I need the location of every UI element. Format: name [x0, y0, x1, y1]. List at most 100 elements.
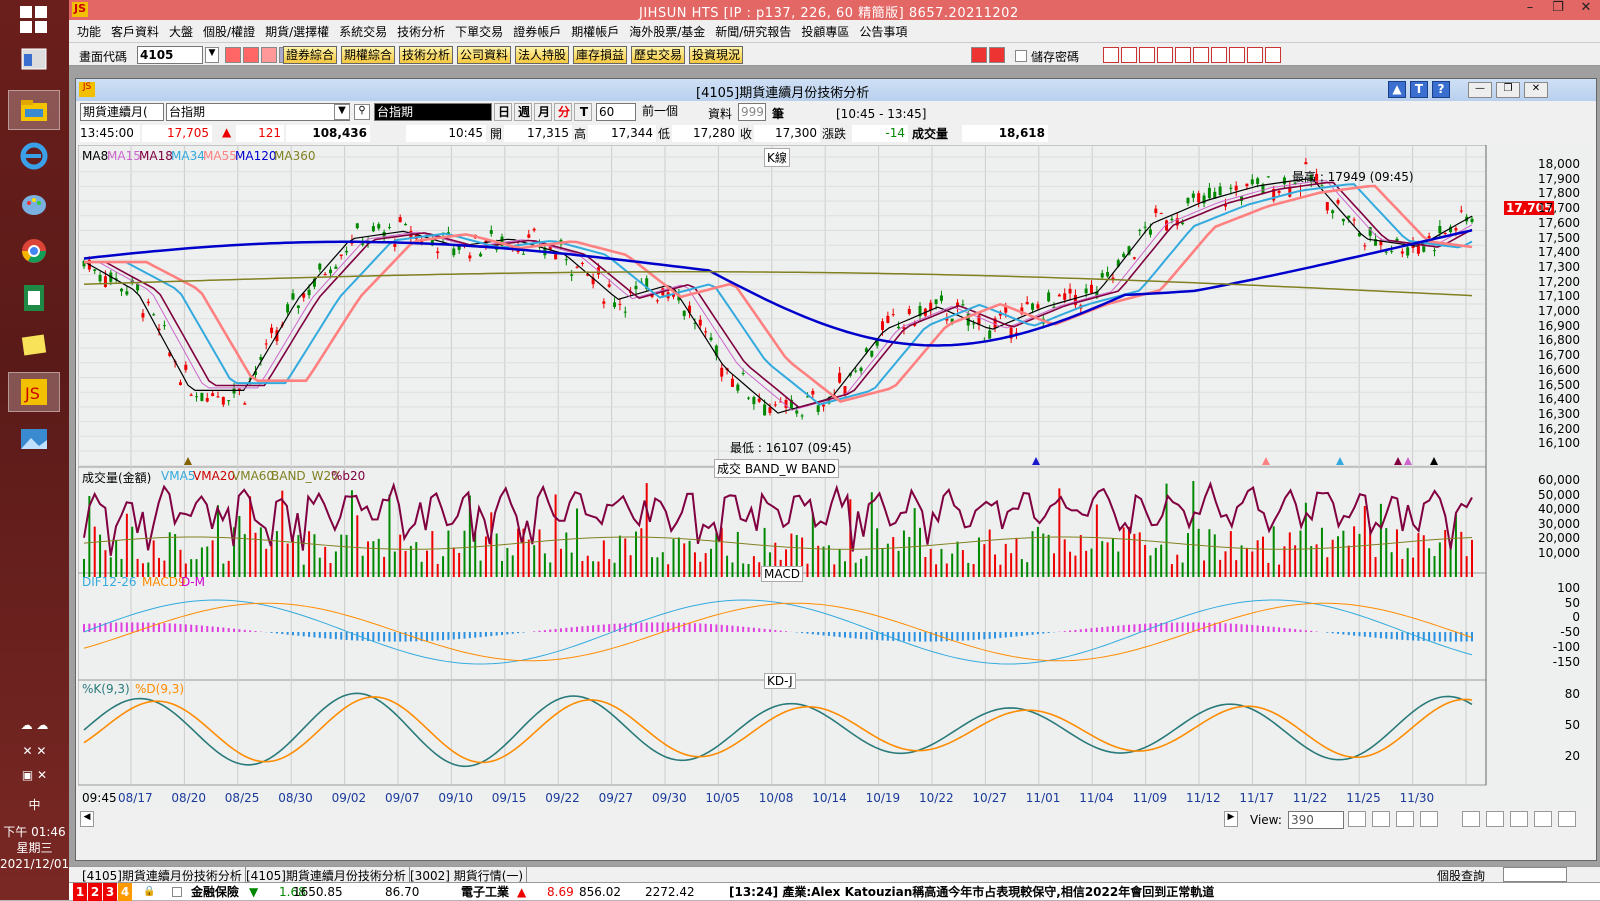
- period-4[interactable]: T: [574, 103, 592, 121]
- paint-icon[interactable]: [8, 184, 60, 224]
- ticker-page-3[interactable]: 4: [118, 883, 132, 901]
- stock-query-input[interactable]: [1503, 867, 1567, 882]
- chart-tool-icon-2[interactable]: [1396, 811, 1414, 827]
- quick-tool-icon-2[interactable]: [1139, 47, 1155, 63]
- ticker-page-2[interactable]: 3: [103, 883, 117, 901]
- chart-tool-icon-7[interactable]: [1534, 811, 1552, 827]
- chart-tool-icon-4[interactable]: [1462, 811, 1480, 827]
- quick-tool-icon-9[interactable]: [1265, 47, 1281, 63]
- close-button[interactable]: ✕: [1580, 0, 1592, 15]
- clock-time[interactable]: 下午 01:46: [3, 825, 66, 839]
- child-minimize-button[interactable]: —: [1468, 82, 1492, 98]
- lock-icon[interactable]: 🔒: [143, 886, 156, 897]
- toolbar-button-0[interactable]: 證券綜合: [283, 46, 338, 64]
- tool-icon-1[interactable]: [225, 47, 241, 63]
- horizontal-scrollbar[interactable]: ◀ ▶ View: 390: [78, 809, 1594, 829]
- ticker-page-0[interactable]: 1: [73, 883, 87, 901]
- chart-tool-icon-1[interactable]: [1372, 811, 1390, 827]
- maximize-button[interactable]: ❐: [1552, 0, 1564, 15]
- quick-tool-icon-7[interactable]: [1229, 47, 1245, 63]
- tray-icons-row3[interactable]: ▣ ✕: [21, 768, 48, 782]
- menu-item-6[interactable]: 技術分析: [397, 24, 446, 39]
- windows-start-icon[interactable]: [20, 6, 48, 34]
- product-name-select[interactable]: 台指期: [166, 103, 350, 121]
- chart-tool-icon-0[interactable]: [1348, 811, 1366, 827]
- menu-item-8[interactable]: 證券帳戶: [513, 24, 562, 39]
- prev-button[interactable]: 前一個: [640, 103, 690, 121]
- toolbar-button-5[interactable]: 庫存損益: [573, 46, 628, 64]
- search-icon[interactable]: ⚲: [354, 104, 370, 120]
- toolbar-button-1[interactable]: 期權綜合: [341, 46, 396, 64]
- toolbar-button-7[interactable]: 投資現況: [689, 46, 744, 64]
- menu-item-1[interactable]: 客戶資料: [111, 24, 160, 39]
- chart-tool-icon-6[interactable]: [1510, 811, 1528, 827]
- tool-icon-2[interactable]: [243, 47, 259, 63]
- tool-icon-3[interactable]: [261, 47, 277, 63]
- chart-tool-icon-3[interactable]: [1420, 811, 1438, 827]
- chart-tool-icon-5[interactable]: [1486, 811, 1504, 827]
- help-button[interactable]: ?: [1432, 81, 1450, 98]
- quick-tool-icon-3[interactable]: [1157, 47, 1173, 63]
- chart-tool-icon-8[interactable]: [1558, 811, 1576, 827]
- nav-right-icon[interactable]: [989, 47, 1005, 63]
- save-password-checkbox[interactable]: [1015, 50, 1027, 62]
- period-0[interactable]: 日: [494, 103, 512, 121]
- ime-indicator[interactable]: 中: [28, 798, 41, 812]
- chart-area[interactable]: K線 最高 : 17949 (09:45) 最低 : 16107 (09:45)…: [78, 145, 1594, 809]
- scroll-left-icon[interactable]: ◀: [80, 811, 94, 827]
- stock-query-label[interactable]: 個股查詢: [1437, 869, 1486, 883]
- menu-item-11[interactable]: 新聞/研究報告: [715, 24, 792, 39]
- menu-item-5[interactable]: 系統交易: [339, 24, 388, 39]
- minimize-button[interactable]: –: [1526, 0, 1534, 15]
- quick-tool-icon-5[interactable]: [1193, 47, 1209, 63]
- menu-item-0[interactable]: 功能: [77, 24, 102, 39]
- menu-item-3[interactable]: 個股/權證: [203, 24, 256, 39]
- scroll-right-icon[interactable]: ▶: [1224, 811, 1238, 827]
- product-dropdown-icon[interactable]: ▼: [334, 104, 350, 120]
- product-type-select[interactable]: 期貨連續月(: [80, 103, 164, 121]
- toolbar-button-4[interactable]: 法人持股: [515, 46, 570, 64]
- text-mode-button[interactable]: T: [1410, 81, 1428, 98]
- period-2[interactable]: 月: [534, 103, 552, 121]
- spreadsheet-icon[interactable]: [8, 278, 60, 318]
- menu-item-10[interactable]: 海外股票/基金: [629, 24, 706, 39]
- nav-left-icon[interactable]: [971, 47, 987, 63]
- period-3[interactable]: 分: [554, 103, 572, 121]
- file-explorer-icon[interactable]: [8, 90, 60, 130]
- window-tab-1[interactable]: [4105]期貨連續月份技術分析: [243, 867, 410, 884]
- screen-code-input[interactable]: 4105: [137, 46, 203, 64]
- tray-icons-row1[interactable]: ☁ ☁: [20, 718, 49, 732]
- toolbar-button-2[interactable]: 技術分析: [399, 46, 454, 64]
- view-count[interactable]: 390: [1288, 811, 1344, 829]
- interval-select[interactable]: 60: [596, 103, 636, 121]
- quick-tool-icon-4[interactable]: [1175, 47, 1191, 63]
- menu-item-7[interactable]: 下單交易: [455, 24, 504, 39]
- tray-icons-row2[interactable]: ✕ ✕: [22, 744, 47, 758]
- quick-tool-icon-1[interactable]: [1121, 47, 1137, 63]
- task-view-icon[interactable]: [8, 40, 60, 80]
- quick-tool-icon-8[interactable]: [1247, 47, 1263, 63]
- menu-item-9[interactable]: 期權帳戶: [571, 24, 620, 39]
- toolbar-button-6[interactable]: 歷史交易: [631, 46, 686, 64]
- menu-item-2[interactable]: 大盤: [169, 24, 194, 39]
- window-tab-2[interactable]: [3002] 期貨行情(一): [407, 867, 528, 884]
- chrome-icon[interactable]: [8, 231, 60, 271]
- ticker-checkbox[interactable]: [172, 887, 182, 897]
- sticky-notes-icon[interactable]: [8, 325, 60, 365]
- ticker-page-1[interactable]: 2: [88, 883, 102, 901]
- quick-tool-icon-6[interactable]: [1211, 47, 1227, 63]
- menu-item-13[interactable]: 公告事項: [859, 24, 908, 39]
- photos-icon[interactable]: [8, 419, 60, 459]
- data-count-input[interactable]: 999: [738, 103, 766, 121]
- window-tab-0[interactable]: [4105]期貨連續月份技術分析: [79, 867, 246, 884]
- period-1[interactable]: 週: [514, 103, 532, 121]
- child-restore-button[interactable]: ❐: [1496, 82, 1520, 98]
- code-dropdown-icon[interactable]: ▼: [205, 47, 219, 63]
- child-close-button[interactable]: ✕: [1524, 82, 1548, 98]
- up-arrow-button[interactable]: ▲: [1388, 81, 1406, 98]
- menu-item-12[interactable]: 投顧專區: [801, 24, 850, 39]
- menu-item-4[interactable]: 期貨/選擇權: [265, 24, 330, 39]
- toolbar-button-3[interactable]: 公司資料: [457, 46, 512, 64]
- ie-browser-icon[interactable]: [8, 136, 60, 176]
- jihsun-hts-icon[interactable]: JS: [8, 372, 60, 412]
